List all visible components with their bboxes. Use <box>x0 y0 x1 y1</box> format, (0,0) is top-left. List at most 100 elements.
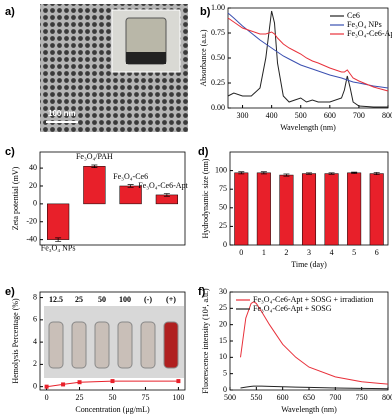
x-tick-label: 500 <box>224 393 236 402</box>
error-bar <box>328 172 335 175</box>
vial <box>117 321 133 369</box>
legend-label: Fe₃O₄-Ce6-Apt + SOSG + irradiation <box>253 295 373 304</box>
vial <box>48 321 64 369</box>
y-tick-label: 10 <box>219 352 227 361</box>
x-tick-label: 700 <box>329 393 341 402</box>
y-tick-label: 40 <box>29 163 37 172</box>
point <box>110 379 115 384</box>
y-tick-label: -40 <box>26 234 37 243</box>
y-axis-label: Hemolysis Percentage (%) <box>11 298 20 384</box>
x-tick-label: 75 <box>141 393 149 402</box>
category-label: Fe₃O₄/PAH <box>76 152 113 161</box>
error-bar <box>351 171 358 174</box>
y-tick-label: 15 <box>219 336 227 345</box>
x-tick-label: 2 <box>284 248 288 257</box>
panel-label: e) <box>5 286 15 298</box>
legend-label: Ce6 <box>347 11 360 20</box>
error-bar <box>91 164 98 168</box>
x-tick-label: 400 <box>266 111 278 120</box>
bar <box>324 173 339 246</box>
x-tick-label: 750 <box>356 393 368 402</box>
x-axis-label: Concentration (μg/mL) <box>75 405 150 414</box>
error-bar <box>260 171 267 175</box>
y-tick-label: 25 <box>219 221 227 230</box>
series-line <box>227 10 388 108</box>
x-tick-label: 100 <box>172 393 184 402</box>
category-label: Fe₃O₄-Ce6 <box>113 172 148 181</box>
x-tick-label: 800 <box>382 393 392 402</box>
y-tick-label: 8 <box>33 292 37 301</box>
vial <box>163 321 179 369</box>
vial <box>140 321 156 369</box>
x-tick-label: 0 <box>239 248 243 257</box>
vial <box>71 321 87 369</box>
vial-label: 50 <box>98 295 106 304</box>
bar <box>279 174 294 246</box>
y-tick-label: 0 <box>223 385 227 394</box>
bar <box>234 172 249 246</box>
x-tick-label: 25 <box>76 393 84 402</box>
panel-label: d) <box>198 146 209 158</box>
x-tick-label: 50 <box>109 393 117 402</box>
y-tick-label: 100 <box>215 165 227 174</box>
y-tick-label: 0.75 <box>211 28 225 37</box>
y-axis-label: Absorbance (a.u.) <box>199 29 208 86</box>
x-axis-label: Time (day) <box>291 260 327 269</box>
point <box>77 380 82 385</box>
scale-bar-label: 100 nm <box>48 109 76 118</box>
vial-label: (-) <box>144 295 152 304</box>
point <box>61 382 66 387</box>
legend-label: Fe₃O₄ NPs <box>347 20 382 29</box>
y-axis-label: Zeta potential (mV) <box>11 166 20 230</box>
y-tick-label: 0 <box>33 199 37 208</box>
error-bar <box>163 193 170 197</box>
vial-label: 100 <box>119 295 131 304</box>
x-tick-label: 0 <box>45 393 49 402</box>
error-bar <box>373 172 380 176</box>
series-line <box>240 301 389 385</box>
y-tick-label: 75 <box>219 184 227 193</box>
legend-label: Fe₃O₄-Ce6-Apt <box>347 29 392 38</box>
legend-label: Fe₃O₄-Ce6-Apt + SOSG <box>253 304 332 313</box>
x-tick-label: 300 <box>237 111 249 120</box>
vial <box>94 321 110 369</box>
x-tick-label: 6 <box>375 248 379 257</box>
vial-label: (+) <box>166 295 176 304</box>
y-tick-label: 20 <box>29 181 37 190</box>
bar <box>256 172 271 246</box>
y-axis-label: Hydrodynamic size (nm) <box>201 158 210 238</box>
y-tick-label: 20 <box>219 319 227 328</box>
bar <box>47 203 70 240</box>
vial-label: 25 <box>75 295 83 304</box>
bar <box>369 173 384 246</box>
panel-label: c) <box>5 146 15 158</box>
x-tick-label: 600 <box>277 393 289 402</box>
y-tick-label: -20 <box>26 217 37 226</box>
error-bar <box>283 173 290 177</box>
panel-label: a) <box>5 6 15 18</box>
error-bar <box>238 171 245 175</box>
bar <box>83 166 106 205</box>
x-tick-label: 5 <box>352 248 356 257</box>
x-tick-label: 650 <box>303 393 315 402</box>
category-label: Fe₃O₄ NPs <box>41 243 76 252</box>
y-tick-label: 6 <box>33 315 37 324</box>
series-line <box>227 17 389 92</box>
point <box>44 384 49 389</box>
y-tick-label: 1.00 <box>211 3 225 12</box>
y-tick-label: 30 <box>219 287 227 296</box>
series-line <box>240 385 389 390</box>
x-tick-label: 4 <box>330 248 334 257</box>
category-label: Fe₃O₄-Ce6-Apt <box>138 181 188 190</box>
vial-photo <box>44 306 184 378</box>
y-tick-label: 25 <box>219 303 227 312</box>
plot-frame <box>39 151 186 246</box>
tem-image: 100 nm <box>40 4 188 132</box>
error-bar <box>306 172 312 175</box>
error-bar <box>55 237 62 242</box>
y-tick-label: 0 <box>33 381 37 390</box>
panel-label: b) <box>200 6 211 18</box>
y-tick-label: 0 <box>223 240 227 249</box>
x-axis-label: Wavelength (nm) <box>280 123 336 132</box>
